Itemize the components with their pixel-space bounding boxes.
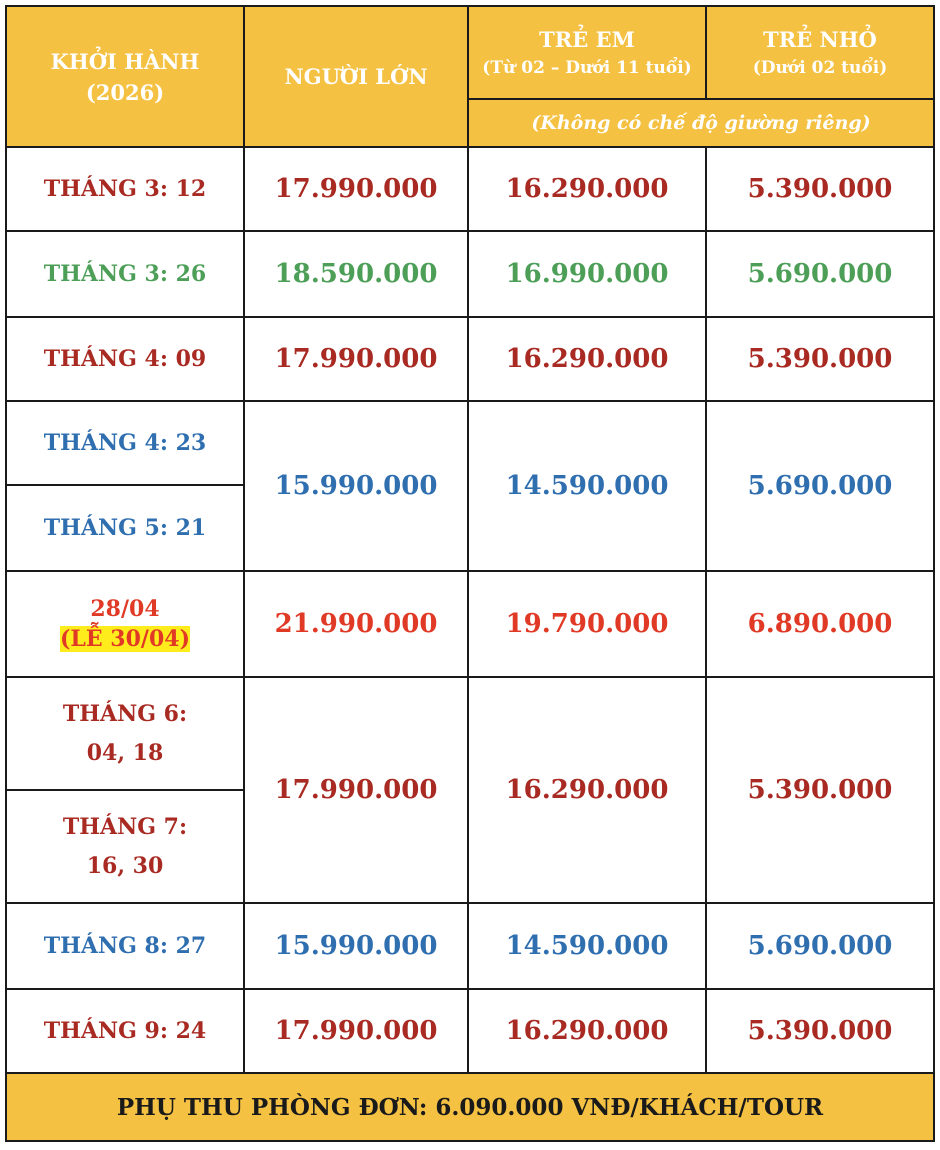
price-table: KHỞI HÀNH (2026) NGƯỜI LỚN TRẺ EM (Từ 02… [5,5,935,1142]
table-row: THÁNG 3: 26 18.590.000 16.990.000 5.690.… [5,230,935,318]
departure-date: THÁNG 4: 23 [5,400,245,486]
departure-date: THÁNG 8: 27 [5,902,245,990]
header-child: TRẺ EM (Từ 02 – Dưới 11 tuổi) [467,5,707,100]
infant-price: 6.890.000 [705,570,935,678]
child-price: 16.290.000 [467,676,707,904]
adult-price: 17.990.000 [243,316,469,402]
adult-price: 15.990.000 [243,902,469,990]
date-month: THÁNG 7: [62,813,188,840]
child-price: 16.990.000 [467,230,707,318]
infant-price: 5.390.000 [705,676,935,904]
header-departure-label: KHỞI HÀNH [50,48,200,74]
adult-price: 18.590.000 [243,230,469,318]
table-row: THÁNG 6: 04, 18 17.990.000 16.290.000 5.… [5,676,935,904]
header-departure: KHỞI HÀNH (2026) [5,5,245,148]
header-departure-year: (2026) [85,79,165,105]
infant-price: 5.690.000 [705,902,935,990]
departure-date: THÁNG 7: 16, 30 [5,789,245,904]
footer-row: PHỤ THU PHÒNG ĐƠN: 6.090.000 VNĐ/KHÁCH/T… [5,1072,935,1142]
table-row: THÁNG 3: 12 17.990.000 16.290.000 5.390.… [5,146,935,232]
header-no-bed-note: (Không có chế độ giường riêng) [467,98,935,148]
departure-date: THÁNG 6: 04, 18 [5,676,245,791]
child-price: 19.790.000 [467,570,707,678]
infant-price: 5.690.000 [705,230,935,318]
departure-date: THÁNG 5: 21 [5,484,245,572]
single-room-surcharge: PHỤ THU PHÒNG ĐƠN: 6.090.000 VNĐ/KHÁCH/T… [5,1072,935,1142]
header-infant-age: (Dưới 02 tuổi) [752,58,888,78]
date-days: 16, 30 [86,852,164,879]
infant-price: 5.390.000 [705,988,935,1074]
header-child-age: (Từ 02 – Dưới 11 tuổi) [482,58,692,78]
table-row: THÁNG 5: 21 [5,484,934,572]
infant-price: 5.690.000 [705,400,935,572]
child-price: 14.590.000 [467,400,707,572]
header-infant: TRẺ NHỎ (Dưới 02 tuổi) [705,5,935,100]
departure-date: THÁNG 4: 09 [5,316,245,402]
table-row: THÁNG 8: 27 15.990.000 14.590.000 5.690.… [5,902,935,990]
adult-price: 15.990.000 [243,400,469,572]
departure-date: THÁNG 9: 24 [5,988,245,1074]
holiday-label: (LỄ 30/04) [60,626,190,652]
table-row: THÁNG 9: 24 17.990.000 16.290.000 5.390.… [5,988,935,1074]
table-row: THÁNG 7: 16, 30 [5,789,934,904]
adult-price: 17.990.000 [243,146,469,232]
infant-price: 5.390.000 [705,146,935,232]
holiday-date: 28/04 [90,596,160,622]
table-row: THÁNG 4: 23 15.990.000 14.590.000 5.690.… [5,400,935,572]
child-price: 14.590.000 [467,902,707,990]
departure-date: 28/04 (LỄ 30/04) [5,570,245,678]
child-price: 16.290.000 [467,316,707,402]
header-child-title: TRẺ EM [539,27,635,52]
child-price: 16.290.000 [467,146,707,232]
header-infant-title: TRẺ NHỎ [763,27,877,52]
adult-price: 17.990.000 [243,676,469,904]
infant-price: 5.390.000 [705,316,935,402]
departure-date: THÁNG 3: 26 [5,230,245,318]
adult-price: 21.990.000 [243,570,469,678]
header-adult: NGƯỜI LỚN [243,5,469,148]
table-row: 28/04 (LỄ 30/04) 21.990.000 19.790.000 6… [5,570,935,678]
adult-price: 17.990.000 [243,988,469,1074]
date-days: 04, 18 [86,739,164,766]
date-month: THÁNG 6: [62,700,188,727]
table-row: THÁNG 4: 09 17.990.000 16.290.000 5.390.… [5,316,935,402]
child-price: 16.290.000 [467,988,707,1074]
departure-date: THÁNG 3: 12 [5,146,245,232]
